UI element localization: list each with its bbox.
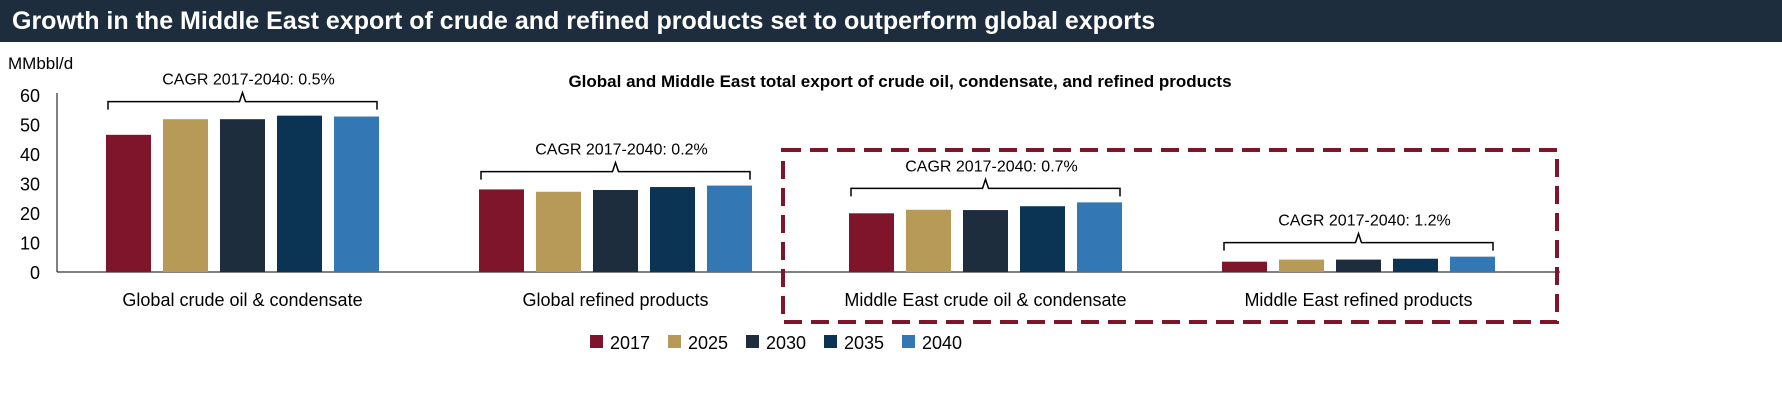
y-tick-label: 10 <box>20 234 40 254</box>
y-tick-label: 50 <box>20 116 40 136</box>
bar-2017 <box>1222 261 1267 272</box>
cagr-annotation: CAGR 2017-2040: 0.7% <box>905 158 1078 175</box>
legend-label: 2035 <box>844 333 884 353</box>
highlight-box <box>781 148 1559 324</box>
header-title: Growth in the Middle East export of crud… <box>0 0 1782 42</box>
bar-2025 <box>163 119 208 272</box>
legend-label: 2017 <box>610 333 650 353</box>
cagr-annotation: CAGR 2017-2040: 0.5% <box>162 72 335 89</box>
cagr-annotation: CAGR 2017-2040: 0.2% <box>535 142 708 159</box>
bracket <box>1223 231 1494 251</box>
y-tick-label: 40 <box>20 145 40 165</box>
bar-2035 <box>650 187 695 272</box>
y-tick-label: 20 <box>20 204 40 224</box>
bar-2040 <box>707 185 752 272</box>
bar-2017 <box>849 213 894 272</box>
category-label: Global refined products <box>522 290 708 310</box>
legend-label: 2025 <box>688 333 728 353</box>
category-label: Global crude oil & condensate <box>122 290 362 310</box>
legend-swatch-2030 <box>746 335 759 348</box>
bar-2025 <box>536 191 581 272</box>
bracket <box>480 160 751 180</box>
bar-2025 <box>906 209 951 272</box>
bar-2030 <box>220 119 265 272</box>
legend-label: 2030 <box>766 333 806 353</box>
category-label: Middle East refined products <box>1244 290 1472 310</box>
y-tick-label: 30 <box>20 175 40 195</box>
y-tick-label: 60 <box>20 86 40 106</box>
cagr-annotation: CAGR 2017-2040: 1.2% <box>1278 213 1451 230</box>
bar-2030 <box>963 210 1008 272</box>
legend-label: 2040 <box>922 333 962 353</box>
bar-2040 <box>1077 202 1122 272</box>
bar-2017 <box>479 189 524 272</box>
bar-2040 <box>1450 256 1495 272</box>
bracket <box>107 90 378 110</box>
bar-2030 <box>1336 259 1381 272</box>
y-tick-label: 0 <box>30 263 40 283</box>
y-axis-label: MMbbl/d <box>8 54 73 73</box>
bar-2035 <box>1020 206 1065 272</box>
legend-swatch-2017 <box>590 335 603 348</box>
bar-2040 <box>334 116 379 272</box>
chart: MMbbl/d Global and Middle East total expo… <box>8 54 1560 353</box>
legend-swatch-2035 <box>824 335 837 348</box>
bar-2030 <box>593 189 638 272</box>
chart-title: Global and Middle East total export of c… <box>568 72 1231 91</box>
bar-2025 <box>1279 259 1324 272</box>
category-label: Middle East crude oil & condensate <box>844 290 1126 310</box>
legend-swatch-2025 <box>668 335 681 348</box>
bar-2035 <box>277 115 322 273</box>
legend-swatch-2040 <box>902 335 915 348</box>
bracket <box>850 177 1121 197</box>
bar-2035 <box>1393 258 1438 272</box>
bar-2017 <box>106 134 151 272</box>
